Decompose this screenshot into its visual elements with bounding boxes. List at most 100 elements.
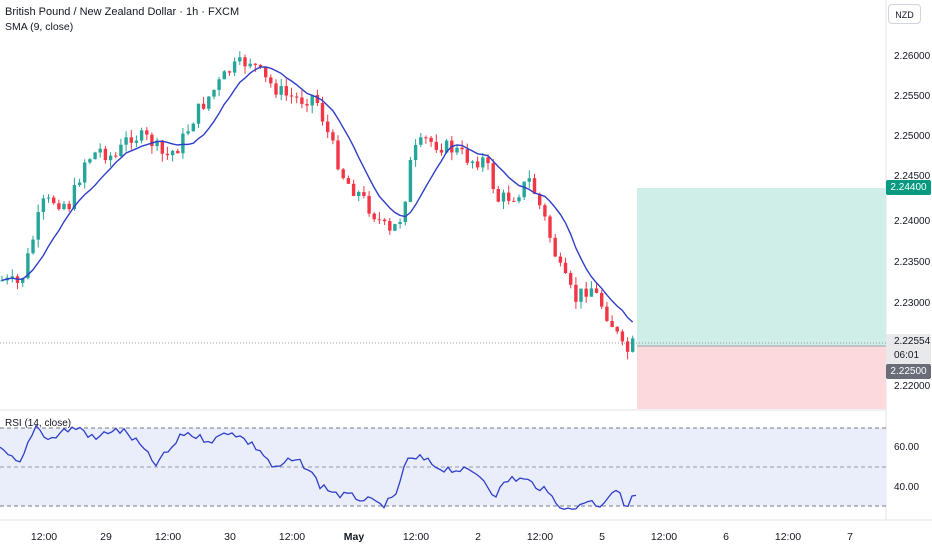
candle-body[interactable] xyxy=(558,256,563,263)
candle-body[interactable] xyxy=(320,103,325,122)
candle-body[interactable] xyxy=(460,147,464,150)
candle-body[interactable] xyxy=(77,182,82,186)
candle-body[interactable] xyxy=(517,197,521,202)
candle-body[interactable] xyxy=(119,144,123,157)
candle-body[interactable] xyxy=(620,331,625,342)
candle-body[interactable] xyxy=(248,63,252,67)
candle-body[interactable] xyxy=(600,292,604,307)
candle-body[interactable] xyxy=(10,276,14,278)
candle-body[interactable] xyxy=(191,123,195,132)
candle-body[interactable] xyxy=(253,63,257,65)
candle-body[interactable] xyxy=(170,150,175,156)
candle-body[interactable] xyxy=(46,197,51,199)
candle-body[interactable] xyxy=(465,149,469,163)
candle-body[interactable] xyxy=(548,216,552,238)
candle-body[interactable] xyxy=(424,137,428,139)
candle-body[interactable] xyxy=(93,152,97,160)
candle-body[interactable] xyxy=(507,192,511,201)
candle-body[interactable] xyxy=(217,79,221,90)
candle-body[interactable] xyxy=(88,159,92,163)
candle-body[interactable] xyxy=(331,132,335,141)
rsi-line[interactable] xyxy=(0,424,637,510)
candle-body[interactable] xyxy=(543,205,547,217)
candle-body[interactable] xyxy=(26,253,30,279)
candle-body[interactable] xyxy=(563,262,568,274)
candle-body[interactable] xyxy=(310,95,314,106)
candle-body[interactable] xyxy=(62,203,66,210)
candle-body[interactable] xyxy=(631,338,635,352)
candle-body[interactable] xyxy=(584,288,588,297)
candle-body[interactable] xyxy=(470,161,475,163)
candle-body[interactable] xyxy=(227,71,232,73)
candle-body[interactable] xyxy=(145,130,149,135)
candle-body[interactable] xyxy=(279,86,283,95)
candle-body[interactable] xyxy=(481,157,485,168)
candle-body[interactable] xyxy=(57,203,61,209)
candle-body[interactable] xyxy=(150,134,154,147)
candle-body[interactable] xyxy=(512,200,516,202)
candle-body[interactable] xyxy=(181,133,185,154)
candle-body[interactable] xyxy=(569,273,573,285)
candle-body[interactable] xyxy=(243,57,247,67)
candle-body[interactable] xyxy=(124,137,128,145)
candle-body[interactable] xyxy=(491,163,495,189)
candle-body[interactable] xyxy=(165,153,170,156)
candle-body[interactable] xyxy=(615,327,619,332)
candle-body[interactable] xyxy=(83,162,87,183)
candle-body[interactable] xyxy=(527,178,531,182)
candle-body[interactable] xyxy=(207,96,211,109)
candle-body[interactable] xyxy=(429,137,433,142)
candle-body[interactable] xyxy=(532,178,537,194)
candle-body[interactable] xyxy=(522,181,526,198)
candle-body[interactable] xyxy=(413,144,418,160)
candle-body[interactable] xyxy=(486,157,490,164)
candle-body[interactable] xyxy=(362,192,366,196)
candle-body[interactable] xyxy=(284,86,288,96)
candle-body[interactable] xyxy=(382,219,387,222)
candle-body[interactable] xyxy=(419,137,423,145)
candle-body[interactable] xyxy=(31,239,35,254)
candle-body[interactable] xyxy=(372,213,376,220)
candle-body[interactable] xyxy=(496,189,500,202)
sma-indicator-label[interactable]: SMA (9, close) xyxy=(5,21,74,33)
candle-body[interactable] xyxy=(295,96,299,98)
symbol-title[interactable]: British Pound / New Zealand Dollar · 1h … xyxy=(5,6,240,18)
candle-body[interactable] xyxy=(129,137,133,143)
candle-body[interactable] xyxy=(176,150,180,154)
candle-body[interactable] xyxy=(186,131,190,134)
candle-body[interactable] xyxy=(274,83,278,95)
candle-body[interactable] xyxy=(212,89,216,97)
candle-body[interactable] xyxy=(300,97,304,104)
candle-body[interactable] xyxy=(538,193,542,206)
sma-line[interactable] xyxy=(1,66,634,323)
candle-body[interactable] xyxy=(341,169,345,179)
candle-body[interactable] xyxy=(336,140,340,170)
candle-body[interactable] xyxy=(108,155,113,161)
candle-body[interactable] xyxy=(232,61,237,73)
candle-body[interactable] xyxy=(269,77,273,84)
candle-body[interactable] xyxy=(455,147,459,153)
candle-body[interactable] xyxy=(315,95,320,103)
candle-body[interactable] xyxy=(36,212,40,240)
take-profit-zone[interactable] xyxy=(637,188,886,346)
candle-body[interactable] xyxy=(444,140,449,153)
candle-body[interactable] xyxy=(377,219,382,221)
candle-body[interactable] xyxy=(160,140,164,154)
candle-body[interactable] xyxy=(501,192,506,202)
candle-body[interactable] xyxy=(72,185,77,210)
candle-body[interactable] xyxy=(579,288,583,302)
candle-body[interactable] xyxy=(134,140,139,143)
candle-body[interactable] xyxy=(475,161,480,168)
candle-body[interactable] xyxy=(155,140,159,147)
candle-body[interactable] xyxy=(201,103,206,109)
candle-body[interactable] xyxy=(367,195,371,214)
candle-body[interactable] xyxy=(222,71,226,80)
candle-body[interactable] xyxy=(264,67,268,78)
stop-loss-zone[interactable] xyxy=(637,346,886,409)
candle-body[interactable] xyxy=(351,183,356,196)
candle-body[interactable] xyxy=(258,64,263,68)
candle-body[interactable] xyxy=(439,149,444,153)
candle-body[interactable] xyxy=(398,222,402,224)
candle-body[interactable] xyxy=(41,198,46,213)
